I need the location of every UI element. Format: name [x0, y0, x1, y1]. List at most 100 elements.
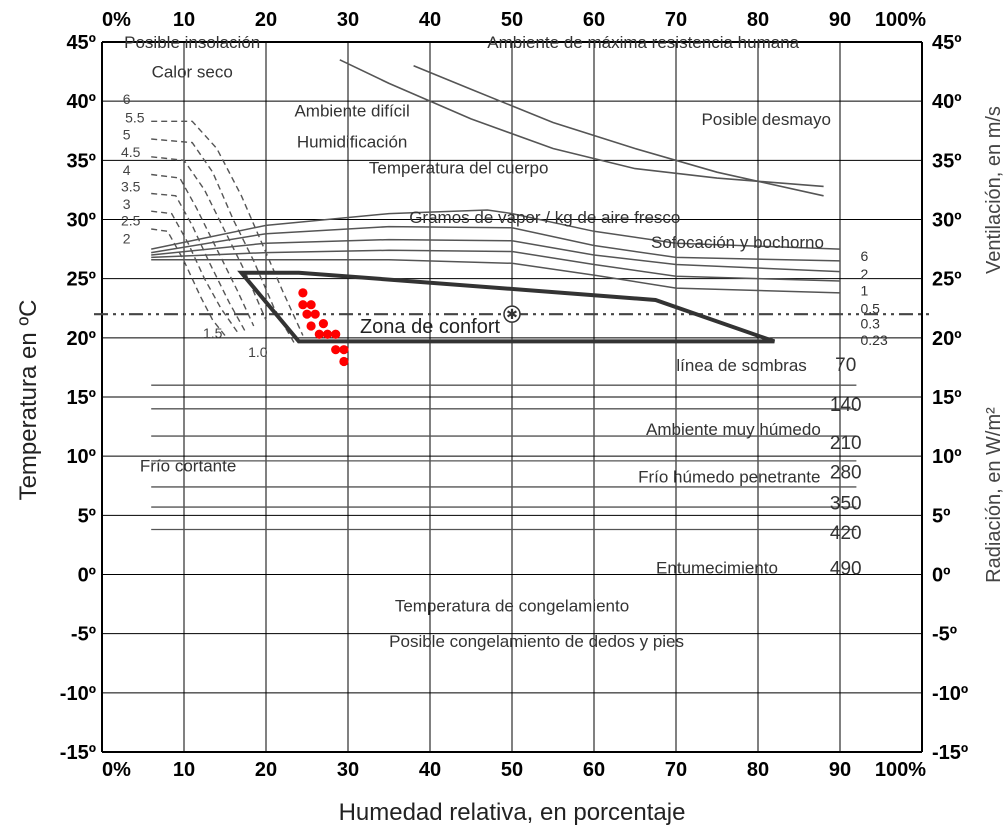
y-axis-title: Temperatura en ºC [15, 300, 42, 501]
y-tick-label-left: 20º [66, 328, 96, 350]
radiation-label: 70 [835, 355, 856, 376]
zone-label: Gramos de vapor / kg de aire fresco [409, 208, 680, 227]
x-tick-label-top: 20 [255, 9, 277, 31]
humidification-label: 1.5 [203, 325, 223, 341]
radiation-label: 210 [830, 433, 862, 454]
y-tick-label-left: -15º [60, 742, 96, 764]
comfort-polygon [237, 270, 776, 344]
humidification-curve [151, 156, 267, 321]
y-tick-label-left: 40º [66, 91, 96, 113]
humidification-label: 3.5 [121, 178, 141, 194]
right-axis-title-ventilation: Ventilación, en m/s [983, 106, 1005, 274]
radiation-label: 350 [830, 493, 862, 514]
ventilation-label: 1 [861, 283, 869, 299]
humidification-label: 2 [123, 230, 131, 246]
y-tick-label-left: 45º [66, 32, 96, 54]
y-tick-label-left: 0º [78, 565, 96, 587]
x-tick-label-top: 70 [665, 9, 687, 31]
humidification-label: 5 [123, 126, 131, 142]
y-tick-label-right: -15º [932, 742, 968, 764]
measured-points [298, 288, 349, 367]
x-tick-label-bottom: 30 [337, 759, 359, 781]
comfort-center-star: ✱ [506, 307, 518, 323]
y-tick-label-left: 25º [66, 269, 96, 291]
x-tick-label-bottom: 20 [255, 759, 277, 781]
y-tick-label-right: 35º [932, 150, 962, 172]
x-tick-label-bottom: 80 [747, 759, 769, 781]
humidification-label: 3 [123, 196, 131, 212]
measured-point [298, 300, 308, 310]
y-tick-label-left: -10º [60, 683, 96, 705]
measured-point [298, 288, 308, 298]
measured-point [310, 309, 320, 319]
measured-point [318, 319, 328, 329]
zone-label: Posible insolación [124, 33, 260, 52]
zone-label: Calor seco [152, 63, 233, 82]
x-tick-label-bottom: 100% [875, 759, 926, 781]
tolerance-curve [339, 59, 824, 188]
ventilation-label: 2 [861, 266, 869, 282]
comfort-zone-label: Zona de confort [360, 316, 501, 338]
ventilation-label: 0.23 [861, 332, 888, 348]
y-tick-label-left: 35º [66, 150, 96, 172]
zone-label: Ambiente muy húmedo [646, 420, 821, 439]
radiation-label: 420 [830, 523, 862, 544]
measured-point [339, 356, 349, 367]
humidification-curve [151, 173, 255, 327]
x-tick-label-top: 0% [102, 9, 131, 31]
zone-label: Frío húmedo penetrante [638, 467, 820, 486]
x-tick-label-top: 100% [875, 9, 926, 31]
y-tick-label-right: 10º [932, 446, 962, 468]
y-tick-label-left: -5º [71, 624, 96, 646]
zone-label: Ambiente difícil [294, 102, 409, 121]
zone-label: línea de sombras [676, 356, 806, 375]
ventilation-curve [151, 225, 841, 262]
x-tick-label-bottom: 50 [501, 759, 523, 781]
humidification-label: 1.0 [248, 344, 268, 360]
ventilation-label: 6 [861, 248, 869, 264]
y-tick-label-right: 25º [932, 269, 962, 291]
y-tick-label-right: 0º [932, 565, 950, 587]
x-tick-label-top: 40 [419, 9, 441, 31]
y-tick-label-left: 5º [78, 505, 96, 527]
measured-point [331, 345, 341, 355]
humidification-label: 2.5 [121, 213, 141, 229]
zone-label: Temperatura del cuerpo [369, 158, 549, 177]
x-tick-label-bottom: 10 [173, 759, 195, 781]
humidification-label: 6 [123, 91, 131, 107]
zone-label: Sofocación y bochorno [651, 233, 824, 252]
x-tick-label-top: 60 [583, 9, 605, 31]
measured-point [339, 345, 349, 355]
y-tick-label-right: 30º [932, 210, 962, 232]
humidification-label: 4 [123, 162, 131, 178]
y-tick-label-left: 10º [66, 446, 96, 468]
x-tick-label-bottom: 60 [583, 759, 605, 781]
comfort-zone: ✱ Zona de confort [237, 270, 776, 344]
x-tick-label-top: 90 [829, 9, 851, 31]
ventilation-curve [151, 209, 841, 250]
x-tick-label-top: 80 [747, 9, 769, 31]
right-axis-title-radiation: Radiación, en W/m² [983, 407, 1005, 583]
humidification-curve [151, 138, 296, 345]
zone-label: Ambiente de máxima resistencia humana [487, 33, 799, 52]
zone-label: Posible desmayo [701, 110, 830, 129]
radiation-label: 140 [830, 395, 862, 416]
y-tick-label-right: 20º [932, 328, 962, 350]
ventilation-curve [151, 258, 841, 294]
y-tick-label-right: -5º [932, 624, 957, 646]
humidification-curve [151, 228, 226, 336]
measured-point [306, 300, 316, 310]
humidification-label: 5.5 [125, 110, 145, 126]
zone-label: Humidificación [297, 132, 408, 151]
labels: Posible insolación Ambiente de máxima res… [121, 33, 888, 651]
radiation-label: 490 [830, 558, 862, 579]
humidification-curve [151, 120, 304, 336]
humidification-label: 4.5 [121, 144, 141, 160]
measured-point [306, 321, 316, 331]
measured-point [302, 309, 312, 319]
radiation-label: 280 [830, 463, 862, 484]
ventilation-label: 0.5 [861, 300, 881, 316]
ventilation-curve [151, 238, 841, 273]
x-tick-label-top: 50 [501, 9, 523, 31]
